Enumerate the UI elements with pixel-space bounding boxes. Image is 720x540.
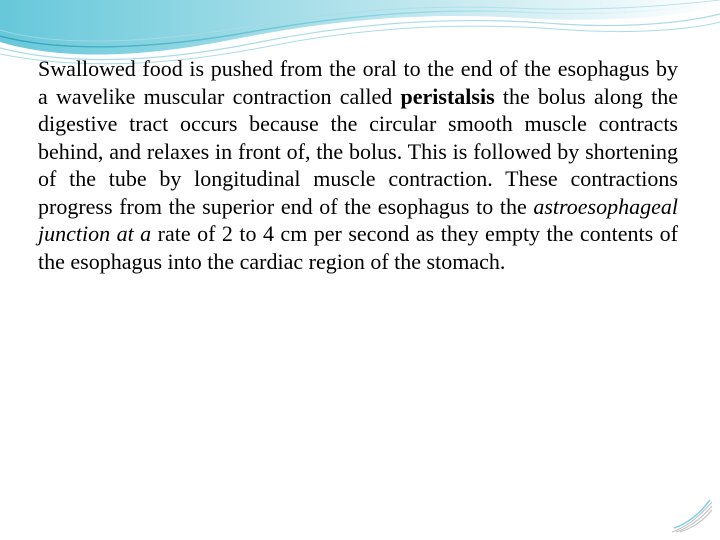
corner-svg	[670, 498, 714, 534]
corner-decoration	[670, 498, 714, 534]
text-bold-peristalsis: peristalsis	[401, 84, 495, 109]
body-paragraph: Swallowed food is pushed from the oral t…	[38, 55, 678, 275]
